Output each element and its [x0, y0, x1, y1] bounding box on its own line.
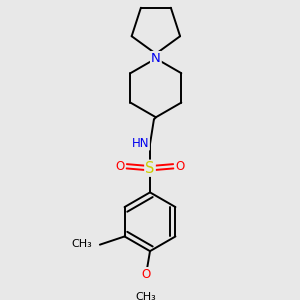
Text: HN: HN — [131, 136, 149, 150]
Text: CH₃: CH₃ — [136, 292, 157, 300]
Text: CH₃: CH₃ — [71, 239, 92, 249]
Text: O: O — [115, 160, 124, 173]
Text: O: O — [176, 160, 185, 173]
Text: O: O — [142, 268, 151, 281]
Text: N: N — [151, 52, 161, 65]
Text: S: S — [145, 161, 155, 176]
